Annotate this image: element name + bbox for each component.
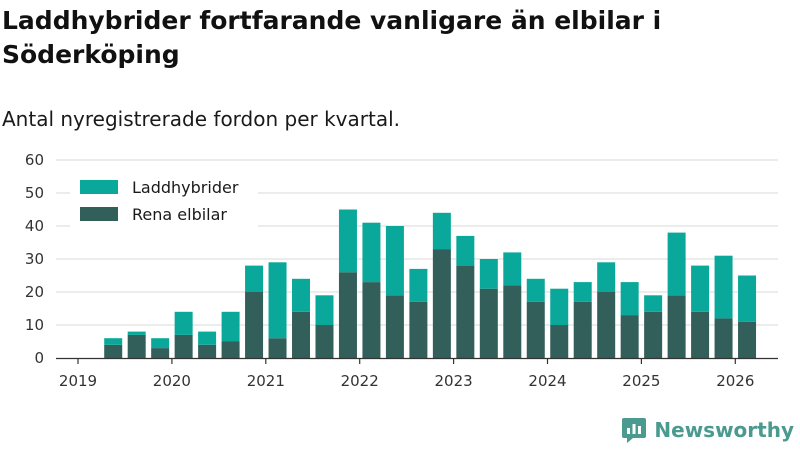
bar-laddhybrider: [714, 255, 733, 319]
bar-laddhybrider: [315, 295, 334, 325]
bar-laddhybrider: [268, 262, 287, 339]
bar-laddhybrider: [432, 212, 451, 250]
x-tick-label: 2026: [716, 372, 754, 390]
y-axis-ticks: 0 10 20 30 40 50 60: [25, 151, 44, 367]
bar-rena-elbilar: [127, 334, 146, 358]
bar-rena-elbilar: [198, 344, 217, 358]
bar-laddhybrider: [550, 288, 569, 325]
bar-rena-elbilar: [526, 301, 545, 358]
bar-rena-elbilar: [268, 338, 287, 358]
y-tick-label: 20: [25, 283, 44, 301]
bar-laddhybrider: [338, 209, 357, 273]
x-tick-label: 2024: [528, 372, 566, 390]
bar-rena-elbilar: [409, 301, 428, 358]
bar-laddhybrider: [245, 265, 264, 292]
x-tick-label: 2025: [622, 372, 660, 390]
x-tick-label: 2022: [341, 372, 379, 390]
bar-rena-elbilar: [456, 265, 475, 358]
bar-laddhybrider: [104, 338, 123, 345]
bar-laddhybrider: [738, 275, 757, 322]
bar-laddhybrider: [597, 262, 616, 292]
bar-rena-elbilar: [385, 295, 404, 358]
brand-name: Newsworthy: [654, 418, 794, 442]
bar-laddhybrider: [526, 278, 545, 302]
bar-laddhybrider: [503, 252, 522, 286]
bar-rena-elbilar: [644, 311, 663, 358]
bar-laddhybrider: [362, 222, 381, 283]
bar-laddhybrider: [292, 278, 311, 312]
x-tick-label: 2023: [435, 372, 473, 390]
bar-rena-elbilar: [104, 344, 123, 358]
y-tick-label: 50: [25, 184, 44, 202]
bar-laddhybrider: [667, 232, 686, 296]
bar-laddhybrider: [385, 226, 404, 296]
bar-laddhybrider: [221, 311, 240, 342]
bar-rena-elbilar: [362, 282, 381, 358]
bar-rena-elbilar: [292, 311, 311, 358]
bar-rena-elbilar: [174, 334, 193, 358]
bar-rena-elbilar: [597, 292, 616, 358]
legend-label: Laddhybrider: [132, 178, 239, 197]
bars: [104, 209, 757, 358]
y-tick-label: 0: [34, 349, 44, 367]
bar-rena-elbilar: [432, 249, 451, 358]
bar-rena-elbilar: [315, 325, 334, 358]
bar-rena-elbilar: [151, 348, 170, 358]
bar-rena-elbilar: [667, 295, 686, 358]
bar-rena-elbilar: [573, 301, 592, 358]
legend-swatch: [80, 207, 118, 221]
bar-laddhybrider: [151, 338, 170, 349]
bar-rena-elbilar: [550, 325, 569, 358]
y-tick-label: 40: [25, 217, 44, 235]
y-tick-label: 30: [25, 250, 44, 268]
brand: Newsworthy: [621, 416, 794, 444]
bar-laddhybrider: [174, 311, 193, 335]
bar-rena-elbilar: [714, 318, 733, 358]
bar-laddhybrider: [127, 331, 146, 335]
x-tick-label: 2019: [59, 372, 97, 390]
bar-laddhybrider: [573, 282, 592, 302]
bar-laddhybrider: [456, 235, 475, 266]
bar-rena-elbilar: [691, 311, 710, 358]
bar-rena-elbilar: [479, 288, 498, 358]
bar-laddhybrider: [691, 265, 710, 312]
y-tick-label: 60: [25, 151, 44, 169]
chart-subtitle: Antal nyregistrerade fordon per kvartal.: [2, 107, 401, 131]
bar-rena-elbilar: [221, 341, 240, 358]
bar-rena-elbilar: [338, 272, 357, 358]
bar-laddhybrider: [620, 282, 639, 316]
y-tick-label: 10: [25, 316, 44, 334]
bar-rena-elbilar: [738, 321, 757, 358]
bar-laddhybrider: [198, 331, 217, 345]
newsworthy-logo-icon: [622, 418, 647, 443]
x-tick-label: 2020: [153, 372, 191, 390]
legend-swatch: [80, 180, 118, 194]
bar-laddhybrider: [644, 295, 663, 312]
legend: Laddhybrider Rena elbilar: [70, 170, 258, 228]
x-axis: 2019 2020 2021 2022 2023 2024 2025 2026: [56, 357, 778, 390]
bar-rena-elbilar: [503, 285, 522, 358]
chart-title: Laddhybrider fortfarande vanligare än el…: [2, 6, 662, 69]
legend-label: Rena elbilar: [132, 205, 227, 224]
bar-rena-elbilar: [245, 292, 264, 358]
bar-rena-elbilar: [620, 315, 639, 358]
bar-laddhybrider: [409, 268, 428, 302]
bar-laddhybrider: [479, 259, 498, 289]
x-tick-label: 2021: [247, 372, 285, 390]
